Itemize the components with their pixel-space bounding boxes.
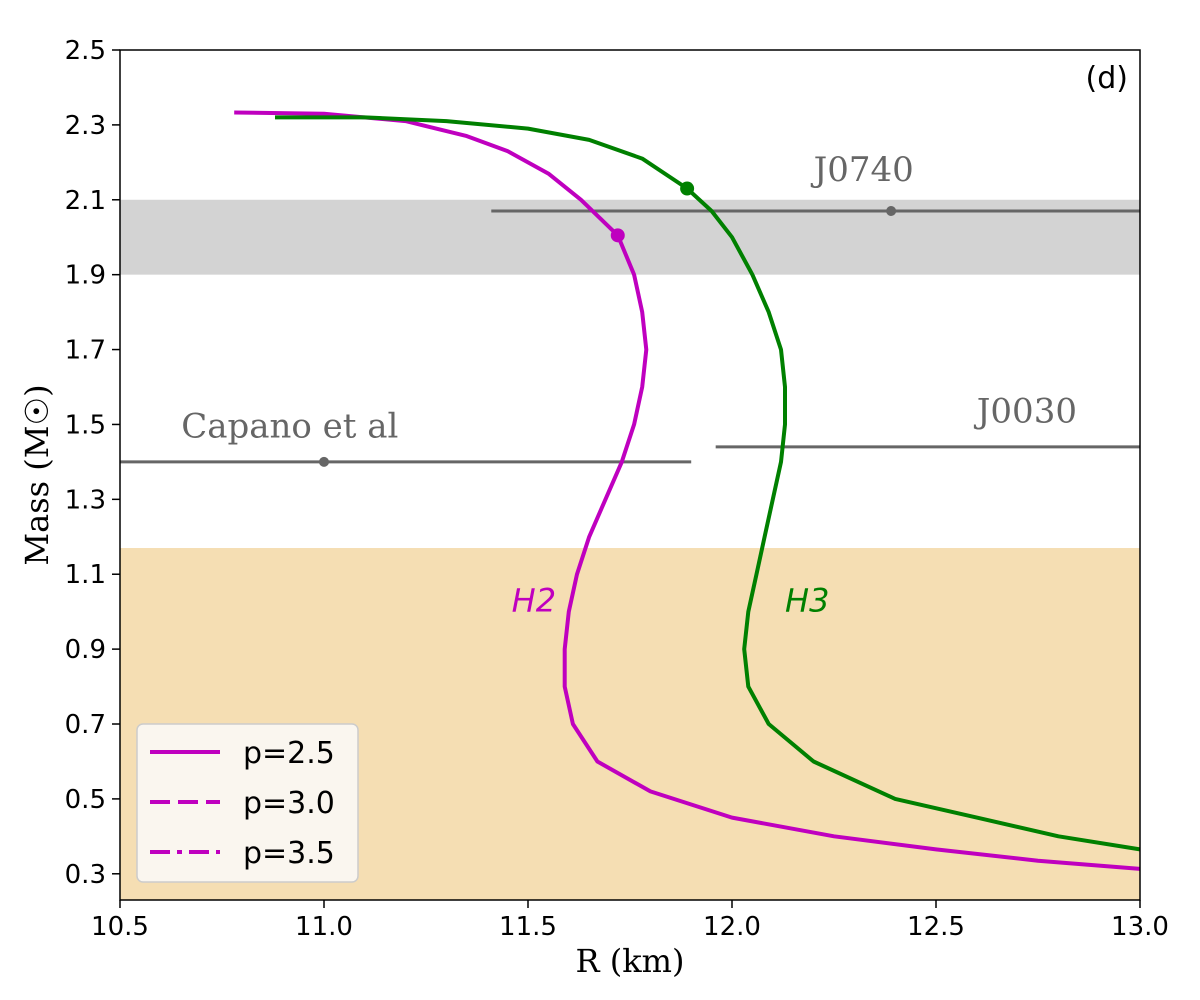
- series-marker-h3: [680, 181, 695, 196]
- errorbar-point-j0740: [886, 206, 897, 217]
- legend-label: p=2.5: [243, 736, 335, 771]
- y-tick-label: 1.9: [65, 261, 106, 291]
- errorbar-point-capano-et-al: [319, 456, 329, 467]
- x-tick-label: 11.0: [295, 912, 353, 942]
- x-tick-label: 12.5: [907, 912, 965, 942]
- x-tick-label: 11.5: [499, 912, 557, 942]
- x-tick-label: 10.5: [91, 912, 149, 942]
- y-tick-label: 2.1: [65, 186, 106, 216]
- constraints-layer: [120, 206, 1140, 467]
- legend-box: [136, 723, 359, 883]
- curve-label-h3: H3: [785, 582, 829, 620]
- legend-label: p=3.0: [243, 786, 335, 821]
- y-tick-label: 0.9: [65, 635, 106, 665]
- y-tick-label: 1.1: [65, 560, 106, 590]
- series-line-h3: [275, 115, 1141, 852]
- y-tick-label: 0.7: [65, 710, 106, 740]
- curve-label-h2: H2: [512, 582, 556, 620]
- curves-layer: [234, 110, 1141, 871]
- y-axis-label: Mass (M☉): [18, 384, 56, 565]
- x-axis-label: R (km): [576, 942, 685, 980]
- series-line-h2: [234, 110, 1141, 871]
- constraint-label-capano-et-al: Capano et al: [181, 407, 398, 447]
- y-tick-label: 1.5: [65, 410, 106, 440]
- legend: p=2.5 p=3.0 p=3.5: [136, 723, 359, 883]
- y-tick-label: 2.3: [65, 111, 106, 141]
- constraint-label-j0740: J0740: [811, 150, 914, 190]
- axes-layer: 10.5 11.0 11.5 12.0 12.5 13.0 0.3 0.5 0.7 0.9 1.1 1…: [18, 36, 1169, 980]
- y-tick-label: 1.7: [65, 336, 106, 366]
- panel-label: (d): [1086, 61, 1128, 96]
- y-tick-label: 0.5: [65, 785, 106, 815]
- x-tick-label: 12.0: [703, 912, 761, 942]
- y-tick-label: 2.5: [65, 36, 106, 66]
- labels-layer: J0740 Capano et al J0030 H2 H3 (d): [181, 61, 1128, 620]
- x-tick-label: 13.0: [1111, 912, 1169, 942]
- legend-label: p=3.5: [243, 836, 335, 871]
- constraint-label-j0030: J0030: [974, 392, 1077, 432]
- plot-frame: [119, 49, 1141, 901]
- y-tick-label: 0.3: [65, 860, 106, 890]
- series-marker-h2: [610, 228, 625, 243]
- y-tick-label: 1.3: [65, 485, 106, 515]
